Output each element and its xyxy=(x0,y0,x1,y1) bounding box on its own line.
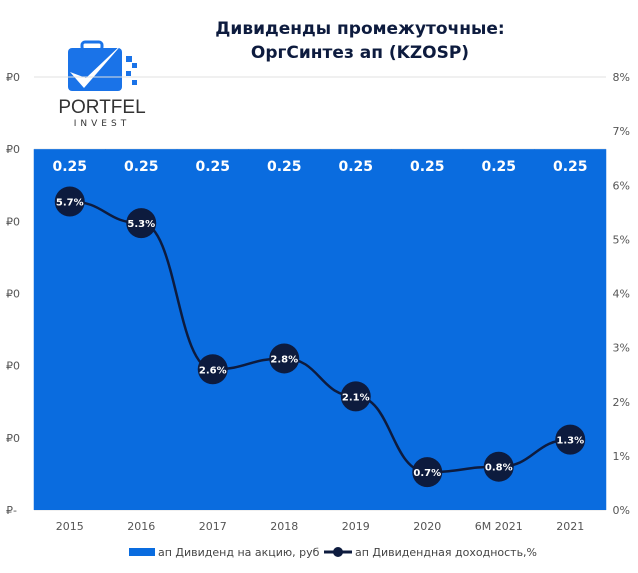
yield-data-label: 2.8% xyxy=(270,354,298,365)
legend-line-label: ап Дивидендная доходность,% xyxy=(355,546,537,559)
x-tick-label: 2018 xyxy=(270,520,298,533)
yield-data-label: 2.6% xyxy=(199,365,227,376)
bar xyxy=(462,149,535,510)
yield-data-label: 0.7% xyxy=(413,468,441,479)
bar xyxy=(534,149,607,510)
bar xyxy=(248,149,321,510)
x-tick-label: 2017 xyxy=(199,520,227,533)
legend-bar-swatch xyxy=(129,548,155,556)
bar-data-label: 0.25 xyxy=(481,159,516,175)
yield-point xyxy=(483,451,514,482)
right-tick-label: 3% xyxy=(613,342,630,355)
left-tick-label: ₽0 xyxy=(6,432,20,445)
left-tick-label: ₽0 xyxy=(6,215,20,228)
bar-data-label: 0.25 xyxy=(195,159,230,175)
bar-data-label: 0.25 xyxy=(124,159,159,175)
left-tick-label: ₽0 xyxy=(6,143,20,156)
yield-point xyxy=(269,343,300,374)
right-tick-label: 5% xyxy=(613,233,630,246)
yield-data-label: 5.3% xyxy=(127,219,155,230)
yield-point xyxy=(412,457,443,488)
logo-text: PORTFEL xyxy=(58,97,145,118)
yield-data-label: 1.3% xyxy=(556,436,584,447)
logo: PORTFEL INVEST xyxy=(58,40,146,129)
yield-data-label: 2.1% xyxy=(342,392,370,403)
legend: ап Дивиденд на акцию, руб ап Дивидендная… xyxy=(129,546,537,559)
yield-data-label: 5.7% xyxy=(56,197,84,208)
left-tick-label: ₽- xyxy=(6,504,17,517)
right-tick-label: 4% xyxy=(613,288,630,301)
bar xyxy=(319,149,392,510)
legend-bar-label: ап Дивиденд на акцию, руб xyxy=(158,546,320,559)
x-tick-label: 2019 xyxy=(342,520,370,533)
chart-title-line2: ОргСинтез ап (KZOSP) xyxy=(251,43,469,63)
bar-data-label: 0.25 xyxy=(52,159,87,175)
right-tick-label: 2% xyxy=(613,396,630,409)
yield-point xyxy=(555,424,586,455)
right-tick-label: 7% xyxy=(613,125,630,138)
left-tick-label: ₽0 xyxy=(6,288,20,301)
x-tick-label: 2020 xyxy=(413,520,441,533)
yield-line xyxy=(69,200,571,474)
left-tick-label: ₽0 xyxy=(6,360,20,373)
bar xyxy=(176,149,249,510)
x-tick-label: 2016 xyxy=(127,520,155,533)
bar-data-label: 0.25 xyxy=(338,159,373,175)
bar-data-label: 0.25 xyxy=(410,159,445,175)
left-tick-label: ₽0 xyxy=(6,71,20,84)
bar xyxy=(391,149,464,510)
yield-point xyxy=(340,381,371,412)
yield-point xyxy=(54,186,85,217)
right-tick-label: 0% xyxy=(613,504,630,517)
right-tick-label: 1% xyxy=(613,450,630,463)
yield-data-label: 0.8% xyxy=(485,463,513,474)
bar xyxy=(105,149,178,510)
yield-point xyxy=(197,354,228,385)
logo-subtext: INVEST xyxy=(74,119,130,129)
right-tick-label: 6% xyxy=(613,179,630,192)
x-tick-label: 2021 xyxy=(556,520,584,533)
x-tick-label: 6M 2021 xyxy=(475,520,523,533)
bar-data-label: 0.25 xyxy=(267,159,302,175)
chart-title-line1: Дивиденды промежуточные: xyxy=(215,19,504,39)
right-tick-label: 8% xyxy=(613,71,630,84)
bar-data-label: 0.25 xyxy=(553,159,588,175)
yield-point xyxy=(126,208,157,239)
x-tick-label: 2015 xyxy=(56,520,84,533)
